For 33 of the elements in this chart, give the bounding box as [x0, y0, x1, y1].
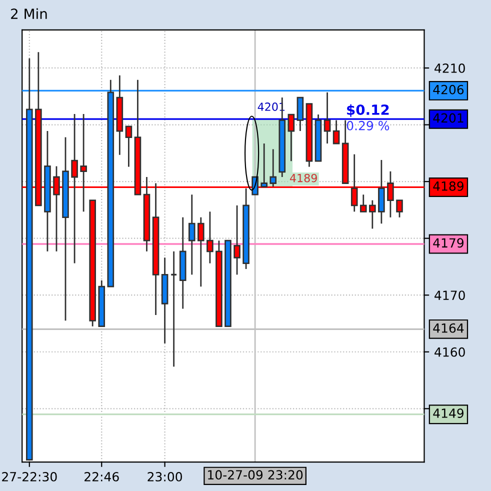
candlestick	[198, 216, 204, 288]
ref-line-label: 4179	[433, 238, 464, 248]
candlestick	[288, 114, 295, 162]
candlestick	[170, 250, 178, 368]
chart-title: 2 Min	[11, 8, 47, 19]
ref-line-label: 10-27-09 23:20	[208, 470, 303, 480]
candlestick	[260, 142, 268, 188]
x-tick-label: 23:00	[148, 472, 182, 482]
candlestick	[369, 200, 376, 230]
candlestick	[270, 148, 277, 188]
candlestick	[234, 204, 240, 276]
candlestick	[360, 194, 367, 212]
ref-line-label: 4164	[433, 323, 464, 333]
ref-line-label: 4149	[433, 408, 464, 418]
y-tick-label: 4210	[434, 63, 465, 73]
candlestick	[396, 200, 403, 218]
candlestick	[125, 126, 132, 168]
candlestick	[206, 210, 214, 264]
candlestick	[188, 194, 196, 276]
ref-line-label: 4206	[433, 84, 464, 94]
ref-line-label: 4189	[433, 181, 464, 191]
x-tick-label: 27-22:30	[2, 472, 57, 482]
annotation: 4189	[290, 174, 317, 182]
ref-line-label: 4201	[433, 113, 464, 123]
y-tick-label: 4170	[434, 290, 465, 300]
candlestick	[324, 92, 331, 144]
candlestick	[296, 96, 304, 132]
annotation: 0.29 %	[346, 120, 390, 130]
y-tick-label: 4160	[434, 347, 465, 357]
candlestick	[332, 120, 340, 144]
candlestick	[378, 159, 385, 224]
annotation: $0.12	[347, 104, 389, 117]
x-tick-label: 22:46	[84, 472, 119, 482]
